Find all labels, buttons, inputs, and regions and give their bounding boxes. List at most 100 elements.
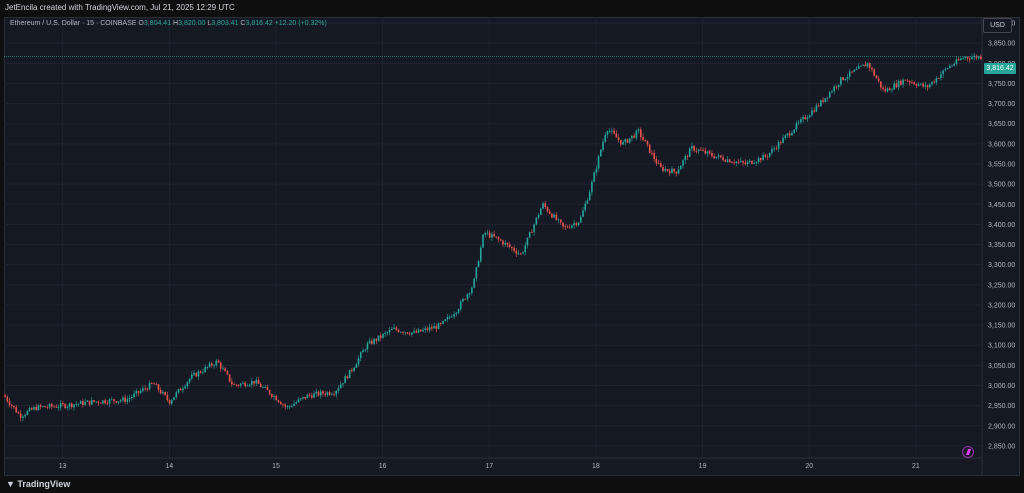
candle-body: [835, 86, 838, 88]
candle-body: [66, 406, 69, 409]
candle-body: [237, 385, 240, 386]
candle-body: [737, 161, 740, 163]
candle-body: [957, 59, 960, 61]
candle-body: [877, 78, 880, 82]
candle-body: [755, 161, 758, 164]
candle-body: [804, 117, 807, 120]
candle-body: [473, 278, 475, 288]
candle-body: [806, 117, 809, 120]
candle-body: [671, 168, 673, 174]
candle-body: [522, 252, 524, 254]
candle-body: [413, 331, 415, 333]
candle-body: [44, 406, 46, 408]
candle-body: [786, 133, 789, 136]
candle-body: [782, 137, 784, 143]
candle-body: [697, 149, 700, 151]
candle-body: [633, 135, 635, 138]
candle-body: [108, 399, 111, 404]
candle-body: [266, 386, 269, 391]
y-tick-label: 3,000.00: [988, 383, 1015, 390]
candle-body: [8, 401, 11, 405]
candle-body: [531, 232, 533, 233]
candle-body: [313, 393, 315, 398]
x-tick-label: 17: [485, 463, 493, 470]
candle-body: [673, 168, 675, 172]
candle-body: [428, 327, 431, 331]
candle-body: [760, 158, 762, 161]
candle-body: [808, 115, 811, 118]
candle-body: [944, 68, 947, 71]
candle-body: [195, 372, 198, 377]
change-value: +12.20 (+0.32%): [274, 20, 327, 27]
replay-icon[interactable]: [962, 446, 974, 458]
candle-body: [84, 401, 86, 406]
candle-body: [222, 368, 224, 370]
candle-body: [355, 364, 358, 368]
candle-body: [126, 399, 129, 402]
candle-body: [22, 416, 24, 418]
candle-body: [788, 133, 791, 136]
candle-body: [384, 332, 386, 334]
price-chart[interactable]: 3,900.003,850.003,800.003,750.003,700.00…: [4, 17, 1020, 476]
candle-body: [940, 74, 942, 79]
candle-body: [46, 407, 49, 409]
candle-body: [88, 400, 91, 405]
candle-body: [193, 372, 195, 375]
candle-body: [153, 383, 155, 385]
candle-body: [937, 78, 940, 79]
candle-body: [344, 376, 346, 384]
close-label: C: [240, 20, 246, 27]
bottom-bar: ▼ TradingView: [0, 476, 1024, 493]
candle-body: [844, 78, 847, 81]
candle-body: [757, 158, 760, 162]
candle-body: [164, 392, 166, 396]
candle-body: [113, 399, 115, 402]
candle-body: [600, 149, 602, 157]
candle-body: [322, 391, 324, 394]
candle-body: [411, 332, 413, 335]
candle-body: [251, 381, 253, 385]
candle-body: [766, 156, 769, 158]
candle-body: [533, 224, 535, 233]
candle-body: [624, 139, 627, 143]
candle-body: [48, 404, 51, 408]
candle-body: [435, 326, 438, 329]
candle-body: [626, 139, 629, 143]
candle-body: [122, 397, 124, 401]
candle-body: [817, 105, 820, 107]
candle-body: [517, 253, 520, 255]
candle-body: [746, 162, 749, 165]
candle-body: [166, 395, 169, 400]
candle-body: [486, 232, 489, 234]
candle-body: [342, 383, 344, 385]
logo-text: TradingView: [17, 479, 71, 489]
currency-button[interactable]: USD: [983, 18, 1012, 33]
candle-body: [326, 392, 329, 395]
candle-body: [484, 233, 487, 235]
candle-body: [133, 393, 135, 397]
candle-body: [388, 329, 391, 333]
candle-body: [575, 223, 578, 225]
candle-body: [551, 213, 553, 218]
candle-body: [459, 301, 462, 310]
candle-body: [920, 83, 922, 85]
candle-body: [748, 160, 751, 163]
candle-body: [135, 391, 138, 394]
candle-body: [824, 98, 827, 102]
candle-body: [431, 327, 433, 329]
candle-body: [33, 407, 35, 410]
close-value: 3,816.42: [245, 20, 273, 27]
candle-body: [162, 392, 164, 394]
candle-body: [175, 392, 178, 398]
candle-body: [851, 71, 853, 73]
candle-body: [397, 329, 400, 333]
candle-body: [617, 137, 620, 141]
candle-body: [620, 140, 622, 145]
candle-body: [868, 63, 871, 68]
candle-body: [99, 402, 102, 404]
candle-body: [279, 401, 282, 405]
candle-body: [439, 323, 442, 324]
tradingview-logo: ▼ TradingView: [6, 479, 71, 489]
candle-body: [508, 244, 511, 247]
candle-body: [677, 169, 680, 174]
